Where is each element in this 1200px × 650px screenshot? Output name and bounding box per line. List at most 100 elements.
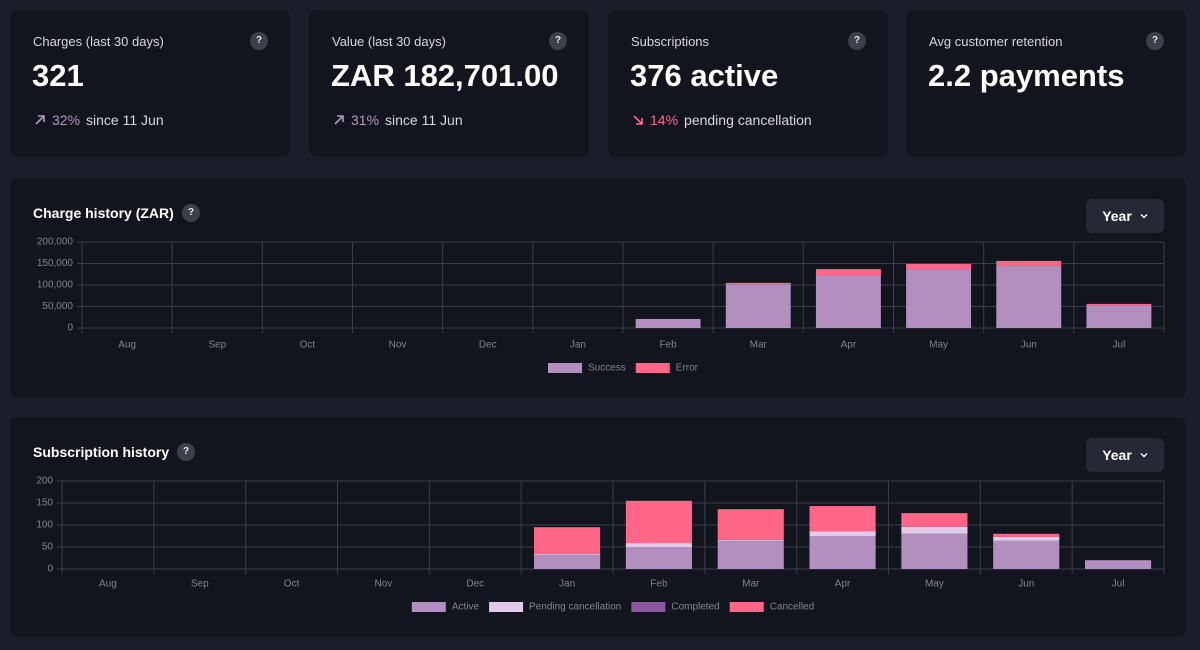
bar-segment [996,266,1062,328]
bar-segment [717,540,784,569]
card-title: Avg customer retention [929,34,1063,49]
range-button-label: Year [1102,447,1132,463]
trend-arrow [35,115,45,125]
range-button[interactable]: Year [1086,438,1164,472]
help-icon[interactable]: ? [1146,32,1164,50]
x-tick-label: Dec [466,579,484,590]
y-tick-label: 100,000 [37,280,74,291]
chevron-path [1140,453,1148,458]
x-tick-label: Sep [208,340,226,351]
legend-swatch [489,602,524,612]
chart-panel: 0 50 100 150 200 Aug Sep Oct Nov Dec Jan Feb Mar Apr M… [10,417,1186,637]
chevron-path [1140,214,1148,219]
help-icon[interactable]: ? [848,32,866,50]
legend-swatch [635,363,670,373]
bar-segment [906,269,972,328]
bar-segment [809,506,876,532]
x-tick-label: Dec [479,340,497,351]
bar-segment [534,527,601,555]
change-value: 14% [650,112,679,128]
legend-label: Error [676,363,699,374]
x-tick-label: Oct [284,579,300,590]
help-icon[interactable]: ? [250,32,268,50]
legend-label: Active [452,602,480,613]
x-tick-label: May [925,579,944,590]
y-tick-label: 0 [67,323,73,334]
card-value: 376 active [630,58,779,93]
bar-segment [534,554,601,569]
bar-segment [625,547,692,569]
x-tick-label: Jul [1112,579,1125,590]
legend-label: Cancelled [770,602,814,613]
bar-segment [725,284,791,328]
y-tick-label: 200 [36,476,53,487]
card-change: 31% since 11 Jun [333,112,463,128]
change-value: 31% [351,112,380,128]
x-tick-label: Jan [559,579,575,590]
card-title: Charges (last 30 days) [33,34,164,49]
bar-segment [534,554,601,555]
bar-segment [625,500,692,544]
bar-segment [815,275,881,328]
range-button-label: Year [1102,208,1132,224]
change-text: since 11 Jun [385,112,463,128]
legend-label: Completed [671,602,719,613]
stat-card: Value (last 30 days)? ZAR 182,701.00 31% si… [309,10,589,157]
trend-arrow [633,115,643,125]
change-text: pending cancellation [684,112,812,128]
trend-arrow [334,115,344,125]
help-icon[interactable]: ? [182,204,200,222]
help-icon[interactable]: ? [177,443,195,461]
legend-label: Success [588,363,626,374]
bar-segment [1086,303,1152,306]
bar-segment [725,282,791,285]
x-tick-label: Nov [375,579,393,590]
chart-title: Subscription history [33,444,170,460]
bar-segment [901,533,968,569]
y-tick-label: 150 [36,498,53,509]
change-value: 32% [52,112,81,128]
card-value: 321 [32,58,84,93]
card-change: 14% pending cancellation [632,112,812,128]
y-tick-label: 100 [36,520,53,531]
x-tick-label: Oct [300,340,316,351]
chart: 0 50,000 100,000 150,000 200,000 Aug Sep Oct Nov… [37,237,1165,374]
legend-swatch [631,602,666,612]
bar-segment [901,513,968,527]
x-tick-label: May [929,340,948,351]
stat-card: Subscriptions? 376 active 14% pending cance… [608,10,888,157]
bar-segment [625,543,692,547]
arrow-path [633,115,643,125]
x-tick-label: Jan [570,340,586,351]
bar-segment [993,540,1060,569]
y-tick-label: 150,000 [37,258,74,269]
stat-card: Avg customer retention? 2.2 payments [906,10,1186,157]
bar-segment [815,269,881,276]
x-tick-label: Sep [191,579,209,590]
x-tick-label: Jun [1018,579,1034,590]
bar-segment [993,536,1060,541]
y-tick-label: 50 [42,542,54,553]
bar-segment [635,318,701,328]
arrow-path [35,115,45,125]
card-value: 2.2 payments [928,58,1125,93]
x-tick-label: Aug [118,340,136,351]
x-tick-label: Aug [99,579,117,590]
bar-segment [717,539,784,541]
range-button[interactable]: Year [1086,199,1164,233]
legend-swatch [729,602,764,612]
bar-segment [1086,305,1152,328]
bar-segment [717,509,784,540]
stat-card: Charges (last 30 days)? 321 32% since 11 Ju… [10,10,290,157]
card-change: 32% since 11 Jun [34,112,164,128]
bar-segment [993,533,1060,537]
bar-segment [996,260,1062,267]
x-tick-label: Jun [1021,340,1037,351]
chevron [1140,214,1148,219]
legend: Success Error [547,363,699,374]
x-tick-label: Apr [841,340,857,351]
bar-segment [809,531,876,536]
help-icon[interactable]: ? [549,32,567,50]
card-title: Value (last 30 days) [332,34,446,49]
